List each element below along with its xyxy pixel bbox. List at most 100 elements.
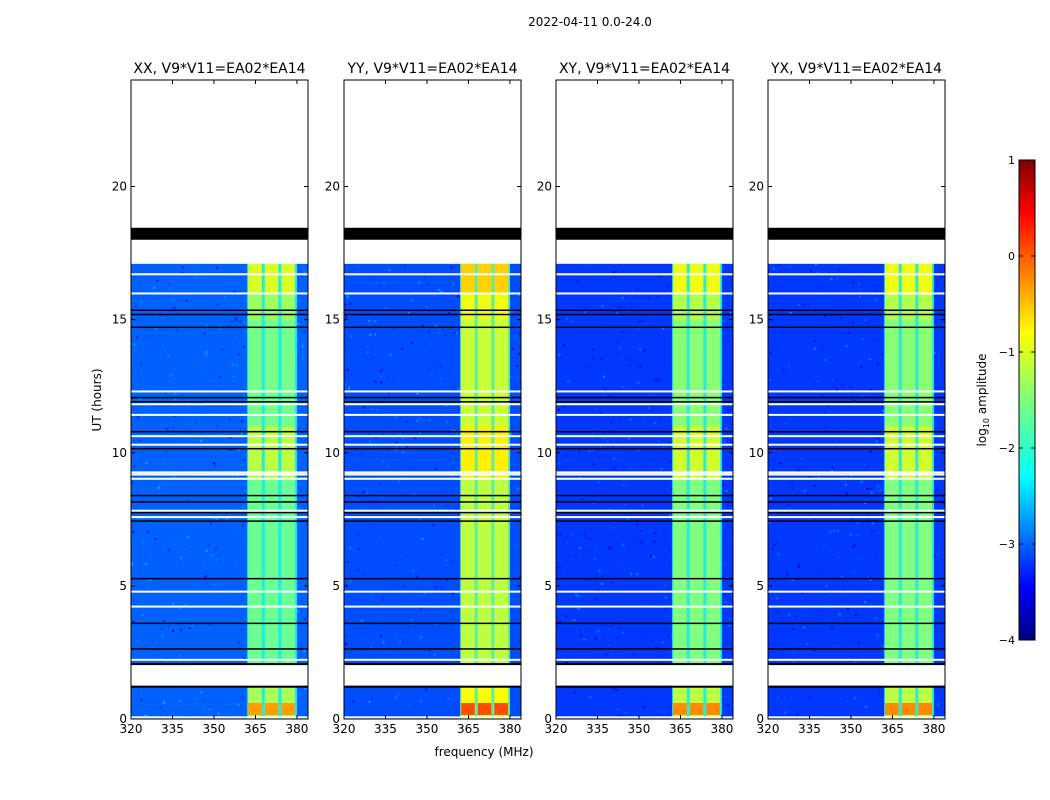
noise-cell — [729, 547, 732, 550]
noise-cell — [392, 379, 395, 382]
noise-cell — [589, 331, 592, 334]
noise-cell — [156, 280, 159, 283]
noise-cell — [562, 344, 565, 347]
noise-cell — [445, 559, 448, 562]
noise-cell — [846, 492, 849, 495]
noise-cell — [723, 407, 726, 410]
noise-cell — [140, 517, 143, 520]
noise-cell — [777, 697, 780, 700]
noise-cell — [880, 437, 883, 440]
rfi-channel-block — [477, 293, 492, 320]
noise-cell — [407, 311, 410, 314]
noise-cell — [619, 347, 622, 350]
noise-cell — [796, 695, 799, 698]
noise-cell — [637, 327, 640, 330]
noise-cell — [800, 457, 803, 460]
noise-cell — [456, 465, 459, 468]
noise-cell — [401, 347, 404, 350]
noise-cell — [813, 649, 816, 652]
noise-cell — [151, 640, 154, 643]
noise-cell — [775, 541, 778, 544]
noise-cell — [836, 556, 839, 559]
noise-cell — [933, 311, 936, 314]
noise-cell — [394, 330, 397, 333]
noise-cell — [725, 601, 728, 604]
noise-cell — [297, 323, 300, 326]
noise-cell — [725, 490, 728, 493]
noise-cell — [797, 469, 800, 472]
noise-cell — [590, 264, 593, 267]
no-data-gap — [131, 80, 308, 228]
noise-cell — [344, 587, 347, 590]
x-tick-label: 350 — [416, 722, 439, 736]
noise-cell — [937, 703, 940, 706]
noise-cell — [398, 433, 401, 436]
noise-cell — [607, 548, 610, 551]
noise-cell — [860, 365, 863, 368]
noise-cell — [180, 470, 183, 473]
noise-cell — [216, 266, 219, 269]
noise-cell — [422, 324, 425, 327]
noise-cell — [163, 279, 166, 282]
panel-frame — [130, 79, 309, 720]
noise-cell — [188, 500, 191, 503]
noise-cell — [636, 523, 639, 526]
flag-streak — [344, 396, 521, 399]
noise-cell — [181, 394, 184, 397]
noise-cell — [610, 464, 613, 467]
noise-cell — [355, 598, 358, 601]
noise-cell — [240, 432, 243, 435]
x-tick-label: 335 — [586, 722, 609, 736]
noise-cell — [416, 420, 419, 423]
flag-streak — [131, 520, 308, 522]
noise-cell — [416, 575, 419, 578]
noise-cell — [833, 530, 836, 533]
noise-cell — [452, 591, 455, 594]
noise-cell — [665, 466, 668, 469]
noise-cell — [451, 530, 454, 533]
gap-streak — [768, 413, 945, 416]
x-tick-label: 365 — [669, 722, 692, 736]
noise-cell — [519, 508, 521, 511]
noise-cell — [158, 486, 161, 489]
noise-cell — [345, 303, 348, 306]
noise-cell — [163, 461, 166, 464]
noise-cell — [418, 518, 421, 521]
x-tick-label: 365 — [244, 722, 267, 736]
noise-cell — [380, 537, 383, 540]
gap-streak — [556, 292, 733, 295]
noise-cell — [194, 697, 197, 700]
flag-streak — [131, 401, 308, 403]
flag-streak — [556, 313, 733, 316]
colorbar-gradient — [1018, 159, 1036, 641]
noise-cell — [849, 648, 852, 651]
noise-cell — [663, 550, 666, 553]
noise-cell — [243, 535, 246, 538]
noise-cell — [390, 336, 393, 339]
noise-cell — [859, 362, 862, 365]
noise-cell — [660, 661, 663, 664]
noise-cell — [517, 398, 520, 401]
gap-streak — [131, 403, 308, 406]
noise-cell — [296, 610, 299, 613]
rfi-channel-block — [901, 319, 916, 427]
noise-cell — [174, 398, 177, 401]
noise-cell — [451, 534, 454, 537]
noise-cell — [783, 711, 786, 714]
noise-cell — [163, 709, 166, 712]
noise-cell — [452, 429, 455, 432]
x-tick-label: 350 — [203, 722, 226, 736]
noise-cell — [792, 490, 795, 493]
noise-cell — [148, 336, 151, 339]
noise-cell — [827, 410, 830, 413]
noise-cell — [148, 474, 151, 477]
gap-streak — [344, 435, 521, 438]
noise-cell — [350, 454, 353, 457]
noise-cell — [149, 520, 152, 523]
noise-cell — [172, 602, 175, 605]
noise-cell — [370, 646, 373, 649]
noise-cell — [936, 489, 939, 492]
noise-cell — [822, 544, 825, 547]
gap-streak — [344, 658, 521, 661]
x-tick-label: 365 — [881, 722, 904, 736]
